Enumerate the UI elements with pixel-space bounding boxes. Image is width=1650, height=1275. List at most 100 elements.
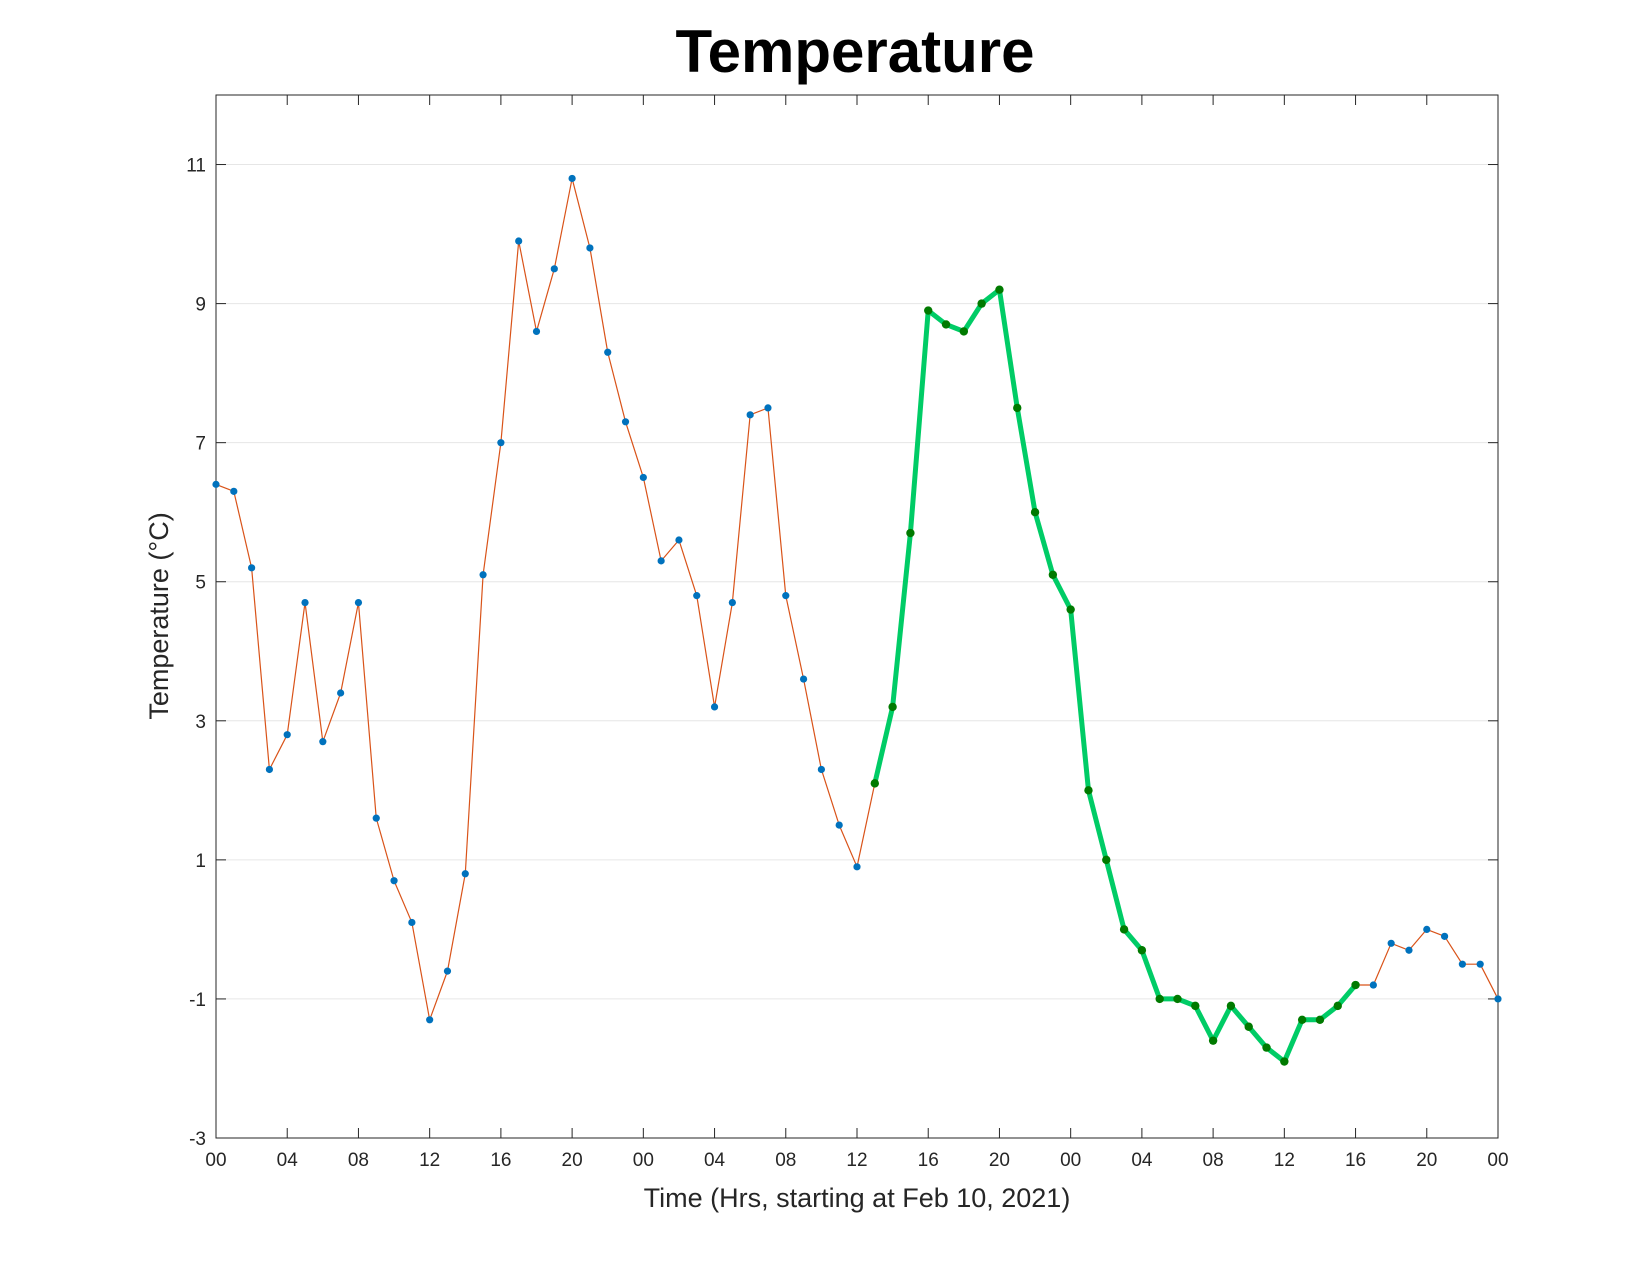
highlighted-data-point <box>1333 1001 1342 1011</box>
chart-title: Temperature <box>675 18 1034 85</box>
data-point <box>390 877 398 885</box>
series-layer <box>212 174 1502 1066</box>
plot-frame <box>215 94 1499 1139</box>
y-tick-label: 1 <box>195 851 206 872</box>
x-tick-label: 16 <box>918 1150 939 1171</box>
x-tick-label: 16 <box>1345 1150 1366 1171</box>
data-point <box>248 564 256 572</box>
x-tick-label: 00 <box>205 1150 226 1171</box>
data-point <box>550 265 558 273</box>
x-tick-label: 00 <box>1487 1150 1508 1171</box>
x-tick-label: 08 <box>775 1150 796 1171</box>
data-point <box>212 480 220 488</box>
y-tick-label: 11 <box>186 156 206 177</box>
y-tick-label: 9 <box>195 295 206 316</box>
data-point <box>782 592 790 600</box>
y-tick-label: -1 <box>189 990 206 1011</box>
data-point <box>835 821 843 829</box>
data-point <box>675 536 683 544</box>
data-point <box>372 814 380 822</box>
highlighted-data-point <box>888 702 897 712</box>
highlighted-data-point <box>1315 1015 1325 1024</box>
grid-lines <box>216 164 1498 1000</box>
highlighted-data-point <box>1066 605 1075 614</box>
y-tick-label: -3 <box>189 1129 206 1150</box>
data-point <box>746 411 754 419</box>
y-axis-label: Temperature (°C) <box>144 512 174 719</box>
data-point <box>354 598 363 607</box>
x-tick-label: 08 <box>1203 1150 1224 1171</box>
data-point <box>265 765 274 774</box>
x-tick-label: 04 <box>1131 1150 1153 1171</box>
data-point <box>799 675 808 683</box>
x-tick-label: 12 <box>846 1150 867 1171</box>
data-point <box>728 598 736 607</box>
highlighted-data-point <box>1297 1015 1307 1024</box>
data-point <box>283 731 291 739</box>
data-point <box>657 557 665 565</box>
y-tick-label: 5 <box>195 573 206 594</box>
data-point <box>1387 939 1395 947</box>
x-tick-label: 20 <box>562 1150 583 1171</box>
data-point <box>1476 960 1484 968</box>
x-tick-label: 08 <box>348 1150 369 1171</box>
data-point <box>1405 946 1413 954</box>
highlighted-data-point <box>1155 994 1164 1004</box>
highlighted-data-point <box>870 779 880 788</box>
data-point <box>621 418 630 426</box>
data-point <box>817 765 825 774</box>
highlighted-data-point <box>1030 508 1040 517</box>
x-tick-label: 12 <box>1274 1150 1295 1171</box>
data-point <box>710 703 719 711</box>
highlighted-data-point <box>1351 980 1360 990</box>
data-point <box>497 439 505 447</box>
x-tick-label: 00 <box>1060 1150 1081 1171</box>
data-point <box>337 689 345 697</box>
y-tick-labels: -3 -1 1 3 5 7 9 11 <box>186 156 206 1150</box>
data-point <box>515 237 523 245</box>
x-tick-label: 16 <box>490 1150 511 1171</box>
data-point <box>443 967 452 975</box>
x-axis-label: Time (Hrs, starting at Feb 10, 2021) <box>644 1183 1071 1213</box>
data-point <box>230 487 238 495</box>
highlighted-segment-line <box>872 287 1359 1065</box>
x-tick-label: 20 <box>989 1150 1010 1171</box>
data-point <box>319 738 327 746</box>
highlighted-data-point <box>1102 855 1111 865</box>
highlighted-data-point <box>1244 1022 1253 1031</box>
highlighted-data-point <box>1013 403 1022 413</box>
axis-ticks <box>215 95 1499 1139</box>
y-tick-label: 3 <box>195 712 206 733</box>
data-point <box>568 174 576 183</box>
data-point <box>853 863 861 871</box>
x-tick-label: 04 <box>277 1150 299 1171</box>
x-tick-label: 12 <box>419 1150 440 1171</box>
highlighted-data-point <box>1048 570 1058 579</box>
data-point <box>1494 995 1502 1003</box>
x-tick-label: 04 <box>704 1150 726 1171</box>
highlighted-data-point <box>1191 1001 1200 1011</box>
x-tick-labels: 00 04 08 12 16 20 00 04 08 12 16 20 00 04 08 12 16 20 00 <box>205 1150 1508 1171</box>
highlighted-data-point <box>1084 786 1093 795</box>
data-point <box>693 592 701 600</box>
y-tick-label: 7 <box>195 434 206 455</box>
highlighted-data-point <box>1262 1043 1271 1052</box>
highlighted-data-point <box>1226 1001 1236 1011</box>
data-point <box>426 1016 434 1024</box>
highlighted-data-point <box>959 327 969 336</box>
data-point <box>1423 925 1431 934</box>
data-point <box>604 348 612 356</box>
data-point <box>301 598 309 607</box>
x-tick-label: 20 <box>1416 1150 1437 1171</box>
data-point <box>408 918 416 927</box>
highlighted-data-point <box>906 528 915 538</box>
highlighted-data-point <box>995 285 1004 294</box>
x-tick-label: 00 <box>633 1150 654 1171</box>
data-point <box>461 870 469 878</box>
highlighted-data-point <box>1137 946 1147 955</box>
highlighted-data-point <box>941 320 951 329</box>
highlighted-data-point <box>1280 1057 1289 1066</box>
highlighted-data-point <box>924 306 933 315</box>
